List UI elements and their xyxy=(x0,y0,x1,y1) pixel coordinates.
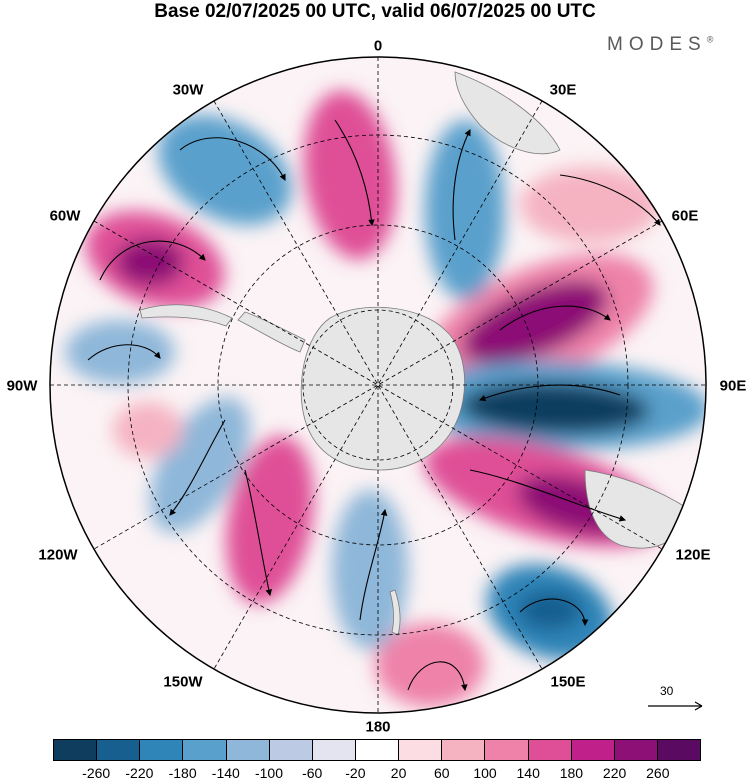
lon-label-60w: 60W xyxy=(49,207,81,225)
colorbar-swatch xyxy=(442,740,486,760)
colorbar-tick-label: 20 xyxy=(390,765,407,781)
colorbar-tick-label: -260 xyxy=(82,765,111,781)
colorbar-tick-label: 260 xyxy=(646,765,670,781)
colorbar-swatch xyxy=(183,740,227,760)
colorbar-swatch xyxy=(657,740,701,760)
colorbar-tick-label: -220 xyxy=(125,765,154,781)
colorbar-tick-label: -20 xyxy=(345,765,366,781)
colorbar-swatch xyxy=(97,740,141,760)
lon-label-120e: 120E xyxy=(675,546,711,564)
reference-vector-label: 30 xyxy=(660,684,674,698)
lon-label-60e: 60E xyxy=(671,207,699,225)
wind-streamlines xyxy=(87,119,661,692)
colorbar-swatch xyxy=(140,740,184,760)
colorbar-swatch xyxy=(614,740,658,760)
anomaly-field xyxy=(50,57,706,713)
colorbar-swatch xyxy=(571,740,615,760)
lon-label-150e: 150E xyxy=(550,673,586,691)
brand-name: MODES xyxy=(607,34,707,55)
colorbar-tick-label: 140 xyxy=(516,765,540,781)
colorbar-swatch xyxy=(226,740,270,760)
antarctica-landmass xyxy=(237,306,465,471)
colorbar-swatch xyxy=(312,740,356,760)
colorbar xyxy=(53,739,701,761)
colorbar-tick-label: -180 xyxy=(168,765,197,781)
colorbar-swatch xyxy=(528,740,572,760)
other-landmasses xyxy=(139,71,691,636)
lon-label-30e: 30E xyxy=(549,81,577,99)
lon-label-30w: 30W xyxy=(172,81,204,99)
colorbar-tick-label: 180 xyxy=(559,765,584,781)
graticule xyxy=(50,57,706,713)
colorbar-tick-label: -100 xyxy=(254,765,284,781)
map-title: Base 02/07/2025 00 UTC, valid 06/07/2025… xyxy=(154,1,596,22)
colorbar-swatch xyxy=(485,740,529,760)
colorbar-tick-label: 220 xyxy=(602,765,627,781)
colorbar-swatch xyxy=(355,740,400,760)
colorbar-swatch xyxy=(54,740,98,760)
lon-label-180: 180 xyxy=(365,718,391,736)
lon-label-0: 0 xyxy=(373,37,383,55)
reference-vector-arrow xyxy=(648,701,703,711)
lon-label-90e: 90E xyxy=(719,377,747,395)
colorbar-tick-label: 100 xyxy=(473,765,497,781)
colorbar-swatch xyxy=(399,740,443,760)
lon-label-120w: 120W xyxy=(38,546,78,564)
colorbar-tick-label: -60 xyxy=(302,765,323,781)
polar-map xyxy=(49,56,707,714)
brand-logo: MODES® xyxy=(607,34,713,56)
lon-label-90w: 90W xyxy=(6,377,38,395)
map-boundary xyxy=(49,56,707,714)
colorbar-tick-label: 60 xyxy=(434,765,450,781)
colorbar-tick-label: -140 xyxy=(211,765,240,781)
colorbar-swatch xyxy=(269,740,313,760)
registered-mark: ® xyxy=(706,34,714,45)
lon-label-150w: 150W xyxy=(163,673,203,691)
